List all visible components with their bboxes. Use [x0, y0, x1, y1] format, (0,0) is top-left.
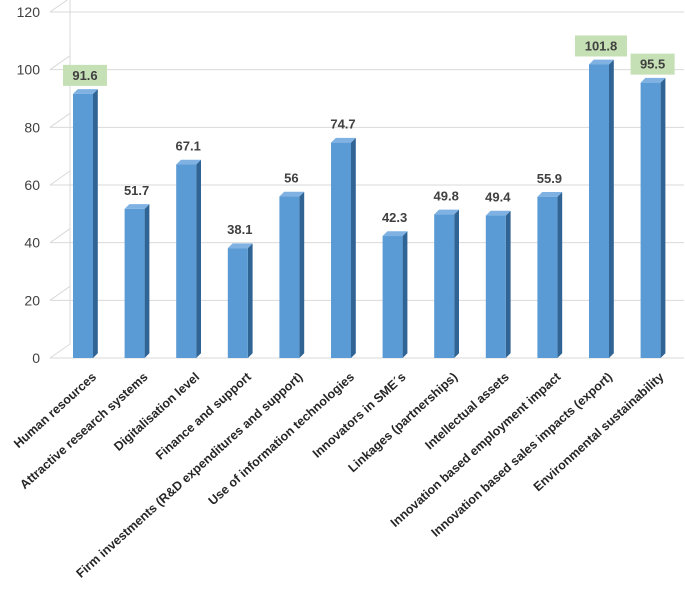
- y-tick-label: 0: [32, 350, 40, 366]
- bar-top: [485, 210, 511, 216]
- gridlines: [49, 0, 684, 359]
- y-axis: 0 20 40 60 80 100 120: [17, 4, 41, 366]
- bar-side: [351, 137, 356, 358]
- y-tick-label: 40: [24, 235, 40, 251]
- data-label: 49.4: [485, 190, 511, 205]
- gridline-depth: [49, 343, 71, 359]
- bar-top: [124, 204, 150, 209]
- gridline-depth: [49, 285, 71, 301]
- data-label-highlight: [575, 35, 627, 57]
- bar: [640, 82, 661, 359]
- bar: [331, 142, 351, 358]
- bar-top: [589, 59, 614, 65]
- bar-side: [247, 243, 253, 358]
- bar-side: [196, 159, 201, 358]
- bar: [227, 248, 248, 358]
- bar-side: [299, 191, 305, 358]
- bar: [279, 196, 300, 358]
- bar-top: [176, 159, 201, 165]
- bar: [176, 164, 197, 358]
- data-label: 56: [284, 171, 298, 186]
- y-tick-label: 100: [17, 62, 41, 78]
- bar-side: [93, 89, 98, 358]
- bar-top: [640, 77, 666, 83]
- x-tick-label: Digitalisation level: [111, 370, 202, 454]
- data-label: 67.1: [176, 139, 201, 154]
- data-label-highlight: [630, 53, 675, 75]
- data-label: 74.7: [330, 117, 355, 132]
- gridline-depth: [49, 0, 69, 13]
- data-label: 51.7: [124, 183, 149, 198]
- bar-side: [557, 192, 563, 358]
- bar: [434, 214, 455, 358]
- gridline-depth: [49, 170, 71, 186]
- bar-side: [505, 210, 511, 358]
- y-tick-label: 60: [24, 177, 40, 193]
- bar-side: [609, 59, 614, 358]
- bar-side: [660, 77, 666, 358]
- bar-top: [331, 137, 356, 143]
- data-labels: 91.6 51.7 67.1 38.1 56 74.7 42.3 49.8 49.4 55.9 10…: [63, 35, 675, 237]
- data-label: 55.9: [537, 171, 562, 186]
- bar: [73, 93, 93, 359]
- data-label: 38.1: [227, 222, 252, 237]
- x-tick-label: Innovators in SME´s: [310, 370, 409, 461]
- data-label: 42.3: [382, 210, 407, 225]
- bar: [589, 64, 609, 358]
- data-label: 101.8: [585, 38, 618, 53]
- bar: [537, 196, 558, 358]
- bar-top: [434, 209, 459, 215]
- data-label: 91.6: [72, 68, 97, 83]
- bar-top: [537, 192, 563, 197]
- data-label: 95.5: [640, 57, 665, 72]
- data-label: 49.8: [434, 188, 459, 203]
- bar-top: [73, 89, 98, 94]
- bars: [73, 59, 666, 359]
- bar: [485, 215, 506, 358]
- gridline-depth: [49, 112, 71, 128]
- x-tick-label: Finance and support: [153, 369, 254, 462]
- bar-top: [227, 243, 253, 249]
- data-label-highlight: [63, 64, 107, 86]
- bar-top: [279, 191, 305, 197]
- x-tick-label: Human resources: [11, 370, 99, 451]
- y-tick-label: 80: [24, 119, 40, 135]
- bar-side: [402, 231, 408, 358]
- bar-top: [382, 231, 408, 237]
- x-tick-label: Innovation based sales impacts (export): [429, 370, 615, 540]
- bar-side: [454, 209, 459, 358]
- y-tick-label: 20: [24, 292, 40, 308]
- gridline-depth: [49, 55, 71, 71]
- bar: [382, 236, 403, 358]
- bar: [124, 208, 145, 358]
- bar-side: [144, 204, 150, 358]
- y-tick-label: 120: [17, 4, 41, 20]
- gridline-depth: [49, 228, 71, 244]
